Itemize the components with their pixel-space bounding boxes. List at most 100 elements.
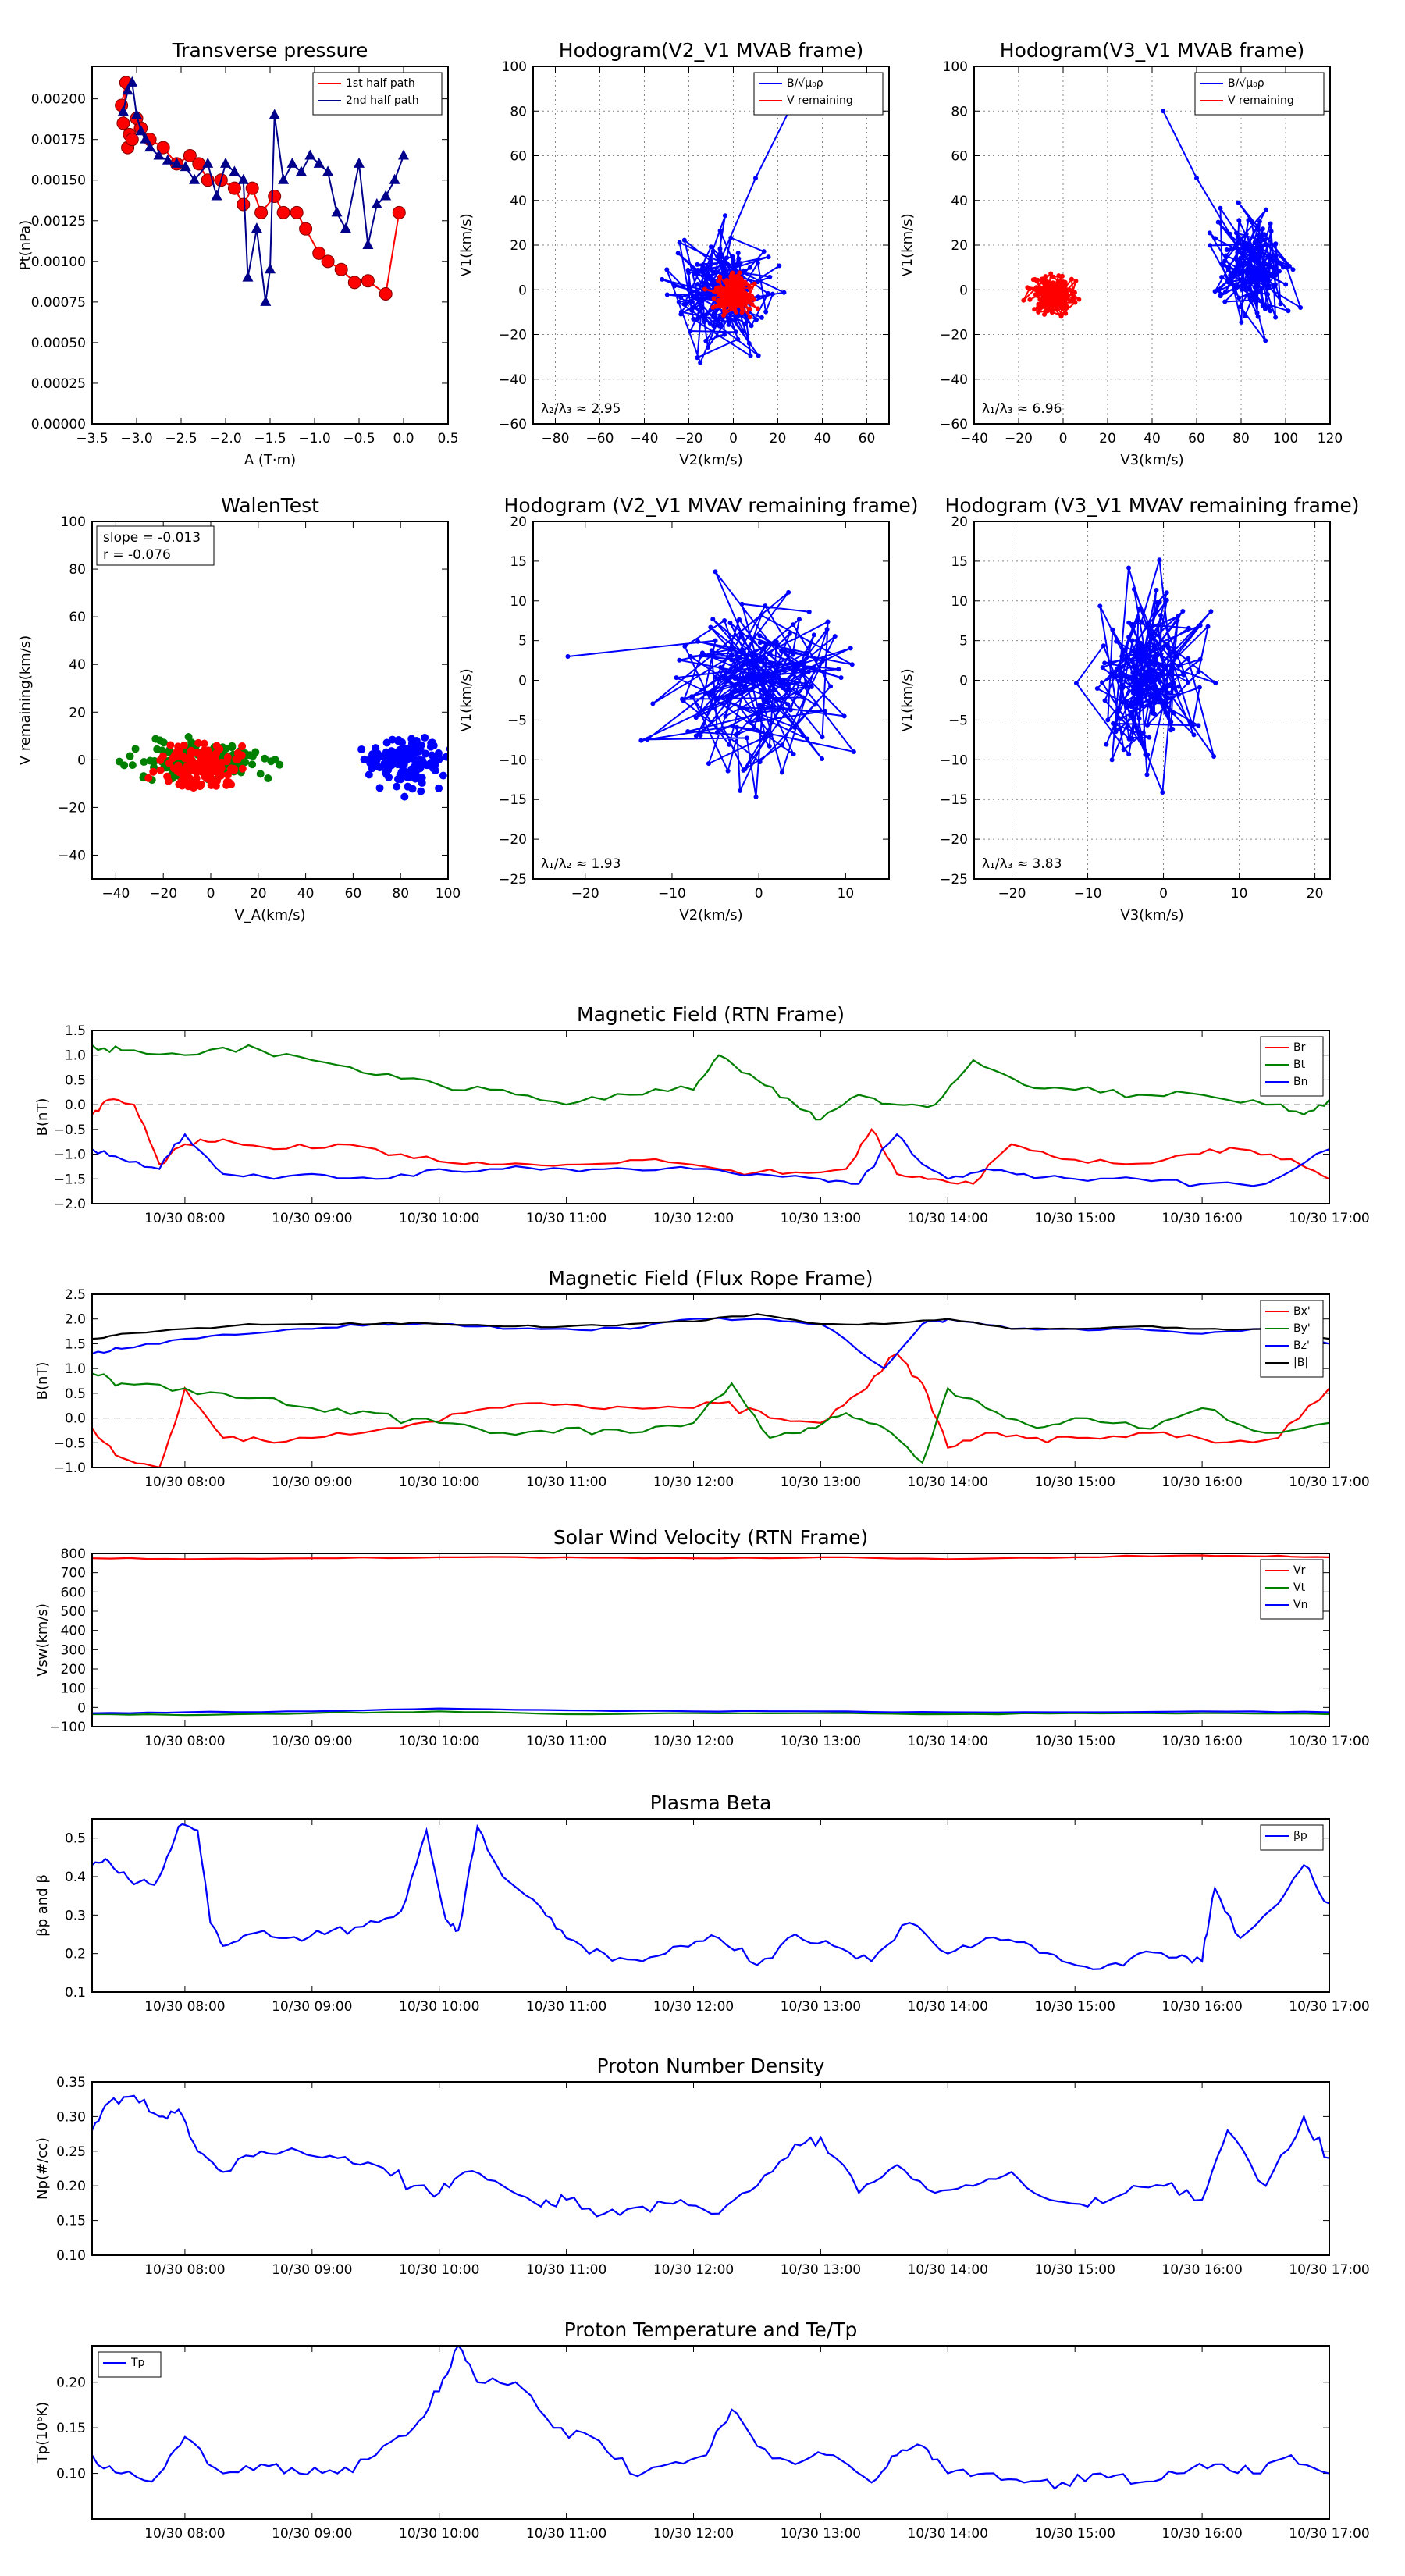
x-tick-label: 40 [1144,431,1161,447]
y-tick-label: 800 [61,1546,86,1562]
x-tick-label: 10/30 14:00 [908,1211,988,1226]
y-axis-label: Pt(nPa) [17,220,34,270]
data-point [741,329,746,334]
data-point [1056,273,1062,279]
chart-transverse-pressure: Transverse pressure−3.5 −3.0 −2.5 −2.0 −1.5−… [17,39,459,468]
chart-solar-wind-velocity: Solar Wind Velocity (RTN Frame) 10/30 08:… [34,1526,1370,1749]
series-Tp [92,2346,1329,2490]
x-tick-label: 10/30 15:00 [1035,2262,1115,2278]
x-tick-label: 20 [770,431,787,447]
data-point [759,613,764,618]
data-point [380,190,392,201]
data-point [733,329,738,335]
data-point [1174,654,1179,660]
x-tick-label: 10/30 13:00 [781,1999,861,2015]
data-point [1158,652,1164,657]
y-tick-label: −25 [940,872,968,888]
x-tick-label: 20 [1099,431,1116,447]
data-point [1129,704,1134,710]
data-point [737,705,742,710]
data-point [727,319,732,325]
x-axis-label: A (T·m) [244,452,296,468]
data-point [1263,338,1268,343]
data-point [678,295,684,301]
chart-proton-number-density: Proton Number Density 10/30 08:00 10/30 09… [34,2055,1370,2278]
y-tick-label: 5 [518,634,527,649]
x-tick-label: 10/30 17:00 [1289,1211,1369,1226]
data-point [733,309,738,315]
data-point [1186,656,1191,661]
data-point [371,197,382,208]
data-point [1232,287,1237,293]
y-tick-label: 0.20 [56,2179,86,2194]
data-point [1262,306,1268,311]
x-tick-label: 10/30 16:00 [1161,1999,1242,2015]
data-point [735,251,741,256]
y-tick-label: 60 [951,149,968,165]
data-point [1260,226,1265,232]
data-point [703,338,709,343]
data-point [313,157,325,168]
y-tick-label: −5 [507,713,527,728]
data-point [180,161,191,172]
data-point [1255,223,1261,229]
data-point [793,662,799,667]
data-point [1102,698,1108,703]
data-point [1197,623,1203,628]
data-point [1278,301,1283,307]
data-point [752,281,757,286]
y-tick-label: −20 [499,328,527,343]
data-point [724,255,730,261]
data-point [1243,231,1249,237]
data-point [422,749,430,758]
data-point [1054,307,1059,312]
data-point [732,318,738,323]
annotation-text: λ₁/λ₃ ≈ 6.96 [982,401,1062,417]
y-tick-label: 40 [510,194,527,209]
data-point [757,633,763,639]
data-point [357,745,366,753]
data-point [792,724,798,730]
y-tick-label: 0.5 [65,1831,86,1847]
y-tick-label: 20 [510,514,527,530]
series-Vt [92,1710,1329,1717]
data-point [1118,716,1123,721]
data-point [361,274,375,288]
data-point [706,265,711,270]
data-point [1117,726,1122,731]
series-line [92,2346,1329,2490]
x-tick-label: 10/30 15:00 [1035,1734,1115,1749]
data-point [1145,684,1151,689]
data-point [707,321,713,326]
data-point [1218,294,1223,299]
data-point [757,760,763,765]
data-point [695,262,700,267]
data-point [1234,284,1240,290]
data-point [1251,251,1257,256]
data-point [193,759,201,767]
data-point [737,617,742,622]
data-point [755,306,760,311]
data-point [729,657,735,663]
x-tick-label: 10/30 08:00 [144,1999,225,2015]
data-point [413,763,422,772]
x-tick-label: 10/30 16:00 [1161,2526,1242,2542]
data-point [245,181,259,195]
data-point [1139,619,1144,624]
y-tick-label: 0.00025 [31,376,86,392]
chart-title: Hodogram (V3_V1 MVAV remaining frame) [945,494,1360,517]
data-point [407,771,416,780]
x-tick-label: 0 [755,886,763,902]
data-point [1196,723,1201,728]
data-point [1130,690,1136,696]
y-axis-label: V remaining(km/s) [17,635,34,765]
data-point [1222,258,1228,264]
data-point [751,725,756,731]
series-Vr [92,1554,1329,1560]
data-point [736,284,742,290]
data-point [228,742,237,750]
series-V remaining [702,270,760,320]
data-point [731,723,736,728]
y-tick-label: 80 [510,104,527,119]
plot-area [565,569,856,799]
